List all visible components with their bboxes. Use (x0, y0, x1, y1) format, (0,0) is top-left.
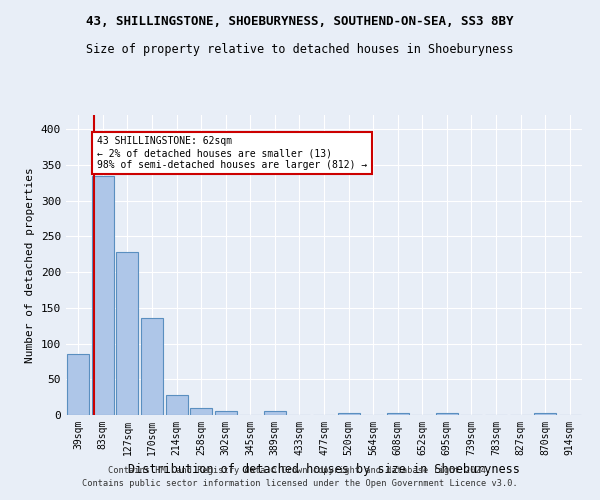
Y-axis label: Number of detached properties: Number of detached properties (25, 167, 35, 363)
Bar (166, 395, 188, 415)
Bar (141, 318, 163, 415)
Text: Contains HM Land Registry data © Crown copyright and database right 2024.
Contai: Contains HM Land Registry data © Crown c… (82, 466, 518, 487)
Bar (386, 413, 409, 415)
Bar (92, 176, 114, 415)
Text: 43, SHILLINGSTONE, SHOEBURYNESS, SOUTHEND-ON-SEA, SS3 8BY: 43, SHILLINGSTONE, SHOEBURYNESS, SOUTHEN… (86, 15, 514, 28)
Bar (436, 413, 458, 415)
Text: 43 SHILLINGSTONE: 62sqm
← 2% of detached houses are smaller (13)
98% of semi-det: 43 SHILLINGSTONE: 62sqm ← 2% of detached… (97, 136, 367, 170)
Bar (264, 412, 286, 415)
Bar (338, 413, 359, 415)
Bar (534, 413, 556, 415)
Text: Size of property relative to detached houses in Shoeburyness: Size of property relative to detached ho… (86, 42, 514, 56)
Bar (116, 252, 139, 415)
Bar (67, 354, 89, 415)
Bar (190, 408, 212, 415)
Bar (215, 412, 237, 415)
X-axis label: Distribution of detached houses by size in Shoeburyness: Distribution of detached houses by size … (128, 464, 520, 476)
